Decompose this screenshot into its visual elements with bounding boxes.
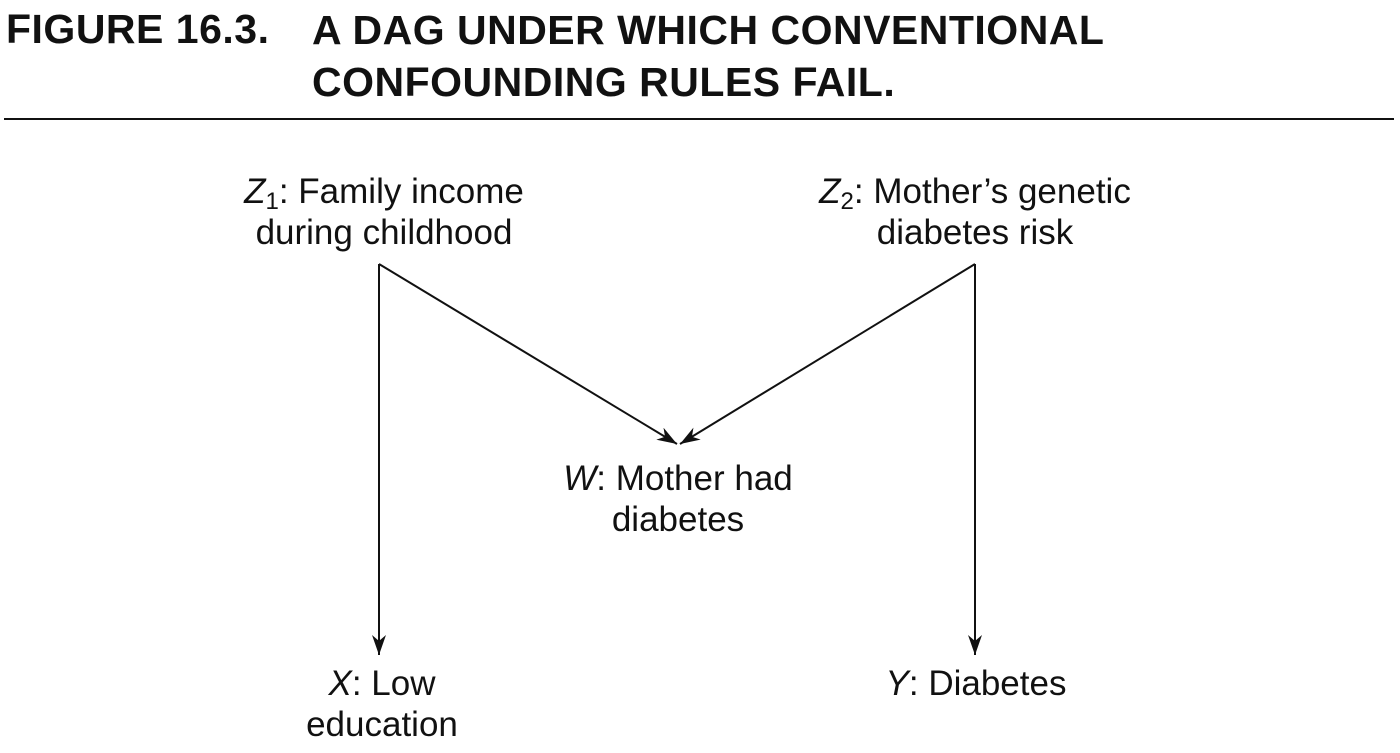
edge-z2-to-w [679, 263, 976, 445]
node-z2-subscript: 2 [840, 188, 854, 215]
node-z2: Z2: Mother’s genetic diabetes risk [795, 171, 1155, 253]
figure-header: FIGURE 16.3. A DAG UNDER WHICH CONVENTIO… [0, 0, 1400, 122]
figure-number: FIGURE 16.3. [6, 6, 270, 52]
node-y: Y: Diabetes [856, 663, 1096, 704]
figure-title-line-1: A DAG UNDER WHICH CONVENTIONAL [312, 7, 1105, 53]
node-z1-label: : Family income [278, 172, 524, 211]
node-w-variable: W [563, 459, 597, 498]
node-w: W: Mother had diabetes [528, 458, 828, 540]
node-z1-subscript: 1 [265, 188, 279, 215]
node-z2-variable: Z [819, 172, 841, 211]
header-rule [4, 118, 1394, 120]
node-x: X: Low education [272, 663, 492, 745]
node-x-label-line-2: education [306, 705, 458, 744]
node-w-label: : Mother had [596, 459, 793, 498]
node-w-label-line-2: diabetes [611, 500, 745, 539]
node-y-label: : Diabetes [908, 664, 1067, 703]
node-z1-label-line-2: during childhood [255, 213, 513, 252]
node-z2-label: : Mother’s genetic [853, 172, 1131, 211]
figure-title: A DAG UNDER WHICH CONVENTIONAL CONFOUNDI… [312, 4, 1104, 108]
node-z2-label-line-2: diabetes risk [876, 213, 1074, 252]
node-z1-variable: Z [244, 172, 266, 211]
node-x-variable: X [328, 664, 352, 703]
edge-z1-to-w [378, 263, 678, 445]
figure-title-line-2: CONFOUNDING RULES FAIL. [312, 59, 896, 105]
node-z1: Z1: Family income during childhood [229, 171, 539, 253]
node-x-label: : Low [351, 664, 436, 703]
node-y-variable: Y [885, 664, 909, 703]
